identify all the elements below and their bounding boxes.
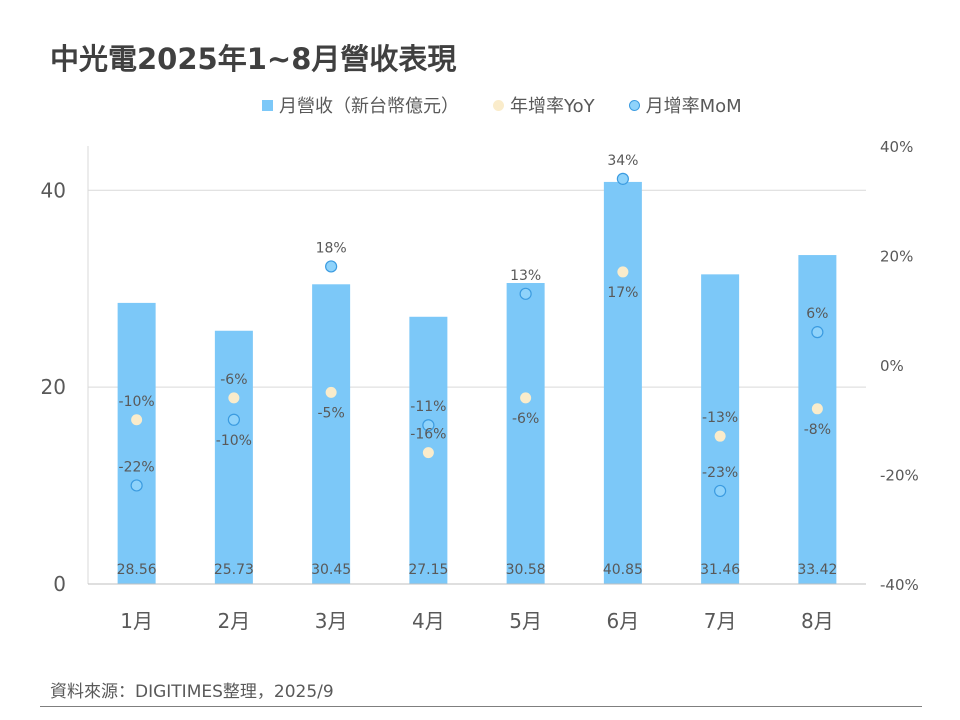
x-tick-label: 3月: [315, 609, 348, 633]
x-tick-label: 4月: [412, 609, 445, 633]
chart-title: 中光電2025年1~8月營收表現: [50, 42, 457, 76]
yoy-data-label: -5%: [317, 405, 344, 421]
y-right-tick-label: 20%: [880, 248, 913, 266]
legend-label-mom: 月增率MoM: [645, 96, 742, 117]
revenue-bar: [603, 181, 642, 584]
footer-divider: [40, 706, 922, 707]
yoy-data-label: -13%: [702, 410, 738, 426]
legend-label-yoy: 年增率YoY: [510, 96, 595, 117]
yoy-point: [325, 386, 337, 398]
source-note: 資料來源：DIGITIMES整理，2025/9: [50, 682, 334, 702]
mom-data-label: -22%: [119, 459, 155, 475]
y-left-tick-label: 20: [41, 375, 66, 399]
mom-point: [519, 287, 532, 300]
x-tick-label: 6月: [607, 609, 640, 633]
revenue-data-label: 30.58: [506, 562, 546, 578]
x-tick-label: 5月: [509, 609, 542, 633]
mom-data-label: 6%: [806, 306, 828, 322]
revenue-data-label: 27.15: [408, 562, 448, 578]
mom-point: [325, 260, 338, 273]
mom-data-label: -23%: [702, 465, 738, 481]
x-tick-label: 2月: [218, 609, 251, 633]
y-left-tick-label: 40: [41, 178, 66, 202]
mom-data-label: 13%: [510, 268, 541, 284]
mom-point: [422, 419, 435, 432]
x-tick-label: 8月: [801, 609, 834, 633]
y-right-tick-label: -40%: [880, 576, 919, 594]
mom-point: [616, 172, 629, 185]
revenue-data-label: 31.46: [700, 562, 740, 578]
legend-item-yoy: 年增率YoY: [493, 92, 595, 118]
revenue-bar: [312, 284, 351, 584]
revenue-bar: [701, 274, 740, 584]
x-tick-label: 7月: [704, 609, 737, 633]
yoy-data-label: -10%: [119, 394, 155, 410]
y-right-tick-label: 40%: [880, 138, 913, 156]
revenue-data-label: 25.73: [214, 562, 254, 578]
legend-item-revenue: 月營收（新台幣億元）: [262, 92, 459, 118]
revenue-data-label: 40.85: [603, 562, 643, 578]
yoy-point: [714, 430, 726, 442]
mom-data-label: -11%: [410, 399, 446, 415]
revenue-bar: [117, 302, 156, 584]
revenue-bar: [798, 255, 837, 585]
mom-point: [714, 484, 727, 498]
yoy-point: [422, 447, 434, 459]
x-tick-label: 1月: [120, 609, 153, 633]
mom-point: [811, 326, 824, 339]
chart-legend: 月營收（新台幣億元） 年增率YoY 月增率MoM: [262, 92, 776, 118]
yoy-data-label: -6%: [512, 411, 539, 427]
revenue-bar: [214, 330, 253, 584]
mom-data-label: -10%: [216, 433, 252, 449]
legend-swatch-revenue: [262, 99, 273, 111]
yoy-data-label: -6%: [220, 372, 247, 388]
mom-data-label: 34%: [607, 153, 638, 169]
legend-swatch-yoy: [493, 99, 504, 111]
legend-label-revenue: 月營收（新台幣億元）: [279, 96, 459, 117]
yoy-point: [131, 414, 143, 426]
yoy-data-label: 17%: [607, 285, 638, 301]
yoy-point: [617, 266, 629, 278]
revenue-bar: [506, 283, 545, 584]
yoy-data-label: -8%: [804, 422, 831, 438]
yoy-point: [520, 392, 532, 404]
mom-data-label: 18%: [316, 240, 347, 256]
revenue-data-label: 28.56: [117, 562, 157, 578]
legend-item-mom: 月增率MoM: [628, 92, 742, 118]
y-right-tick-label: -20%: [880, 467, 919, 485]
yoy-point: [228, 392, 240, 404]
yoy-point: [811, 403, 823, 415]
yoy-data-label: -16%: [410, 427, 446, 443]
legend-swatch-mom: [628, 99, 640, 111]
revenue-data-label: 33.42: [797, 562, 837, 578]
revenue-data-label: 30.45: [311, 562, 351, 578]
y-left-tick-label: 0: [53, 572, 66, 596]
mom-point: [130, 479, 143, 492]
mom-point: [227, 413, 240, 426]
y-right-tick-label: 0%: [880, 357, 904, 375]
